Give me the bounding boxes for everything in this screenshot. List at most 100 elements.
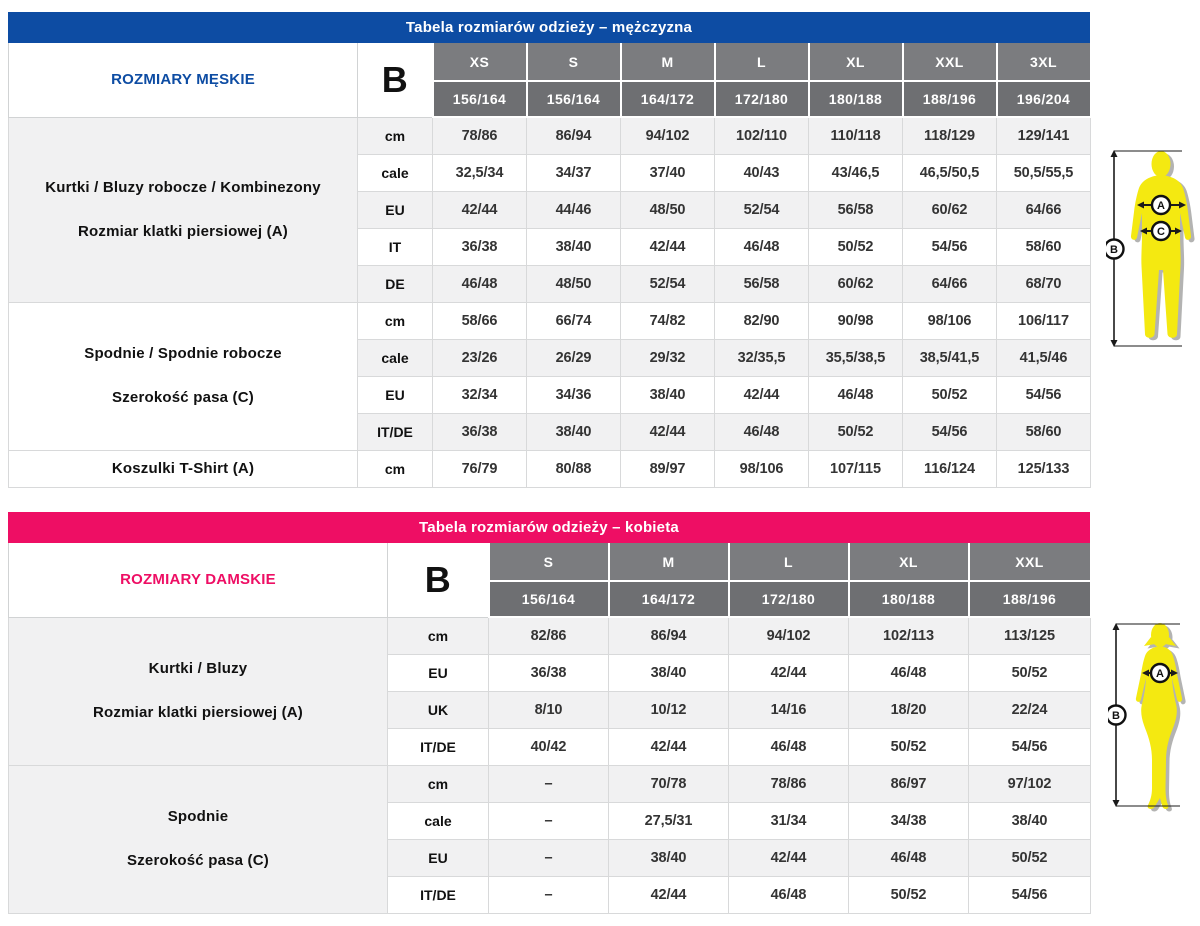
size-value: 86/94 — [526, 116, 621, 155]
table-row: DE 46/48 48/50 52/54 56/58 60/62 64/66 68/70 — [9, 264, 1091, 303]
size-value: 46/48 — [432, 264, 527, 303]
size-value: – — [488, 875, 609, 914]
size-value: 102/113 — [848, 616, 969, 655]
svg-text:A: A — [1157, 200, 1165, 212]
male-height-label-badge: B — [1106, 238, 1125, 260]
women-table-grid: ROZMIARY DAMSKIE B S M L XL XXL 156/164 164/172 1… — [8, 543, 1092, 914]
size-value: 82/90 — [714, 301, 809, 340]
size-value: 46/48 — [714, 412, 809, 451]
size-value: 107/115 — [808, 449, 903, 488]
size-value: 98/106 — [714, 449, 809, 488]
size-value: 64/66 — [902, 264, 997, 303]
women-group-label-1-line2: Szerokość pasa (C) — [127, 852, 269, 869]
size-value: 46/48 — [808, 375, 903, 414]
size-value: 42/44 — [608, 727, 729, 766]
size-value: – — [488, 764, 609, 803]
size-value: 56/58 — [714, 264, 809, 303]
size-value: 27,5/31 — [608, 801, 729, 840]
women-side-label: ROZMIARY DAMSKIE — [8, 543, 388, 618]
women-height-header: 156/164 — [487, 580, 610, 618]
size-value: 48/50 — [620, 190, 715, 229]
size-value: 37/40 — [620, 153, 715, 192]
men-height-header: 164/172 — [619, 80, 716, 118]
size-value: 29/32 — [620, 338, 715, 377]
men-size-header: S — [525, 43, 622, 82]
size-value: 64/66 — [996, 190, 1091, 229]
unit-label: cale — [387, 801, 489, 840]
men-size-header: M — [619, 43, 716, 82]
size-value: 23/26 — [432, 338, 527, 377]
size-value: 46,5/50,5 — [902, 153, 997, 192]
size-value: 42/44 — [620, 412, 715, 451]
men-b-column-label: B — [357, 43, 433, 118]
unit-label: IT/DE — [387, 727, 489, 766]
men-height-header: 196/204 — [995, 80, 1092, 118]
size-value: 36/38 — [432, 227, 527, 266]
men-height-header: 188/196 — [901, 80, 998, 118]
men-size-header: XL — [807, 43, 904, 82]
size-value: 54/56 — [996, 375, 1091, 414]
men-group-label-2: Koszulki T-Shirt (A) — [8, 449, 358, 488]
men-height-header: 156/164 — [525, 80, 622, 118]
size-value: 42/44 — [608, 875, 729, 914]
size-value: 56/58 — [808, 190, 903, 229]
size-value: 66/74 — [526, 301, 621, 340]
size-value: 76/79 — [432, 449, 527, 488]
unit-label: EU — [387, 838, 489, 877]
female-chest-label-badge: A — [1149, 662, 1171, 684]
size-value: 34/38 — [848, 801, 969, 840]
women-table-title: Tabela rozmiarów odzieży – kobieta — [8, 512, 1090, 543]
table-row: cale 23/26 26/29 29/32 32/35,5 35,5/38,5 38,5/… — [9, 338, 1091, 377]
table-row: Spodnie / Spodnie robocze Szerokość pasa … — [8, 301, 1091, 451]
men-height-header: 156/164 — [431, 80, 528, 118]
size-value: 38/40 — [608, 653, 729, 692]
women-size-header: L — [727, 543, 850, 582]
size-value: 80/88 — [526, 449, 621, 488]
women-height-header: 180/188 — [847, 580, 970, 618]
men-size-header: XXL — [901, 43, 998, 82]
size-value: 58/60 — [996, 227, 1091, 266]
men-size-header: L — [713, 43, 810, 82]
unit-label: IT/DE — [387, 875, 489, 914]
size-value: 32/34 — [432, 375, 527, 414]
men-height-header: 180/188 — [807, 80, 904, 118]
size-value: 38/40 — [526, 227, 621, 266]
women-height-header: 172/180 — [727, 580, 850, 618]
size-value: 54/56 — [968, 727, 1091, 766]
women-height-header: 188/196 — [967, 580, 1092, 618]
unit-label: IT — [357, 227, 433, 266]
size-value: 50/52 — [968, 838, 1091, 877]
size-value: 26/29 — [526, 338, 621, 377]
male-figure-icon: A C B — [1106, 150, 1195, 347]
women-size-header: XXL — [967, 543, 1092, 582]
table-row: cale –27,5/31 31/34 34/38 38/40 — [9, 801, 1091, 840]
size-value: 50/52 — [968, 653, 1091, 692]
male-chest-label-badge: A — [1150, 194, 1172, 216]
size-value: 86/94 — [608, 616, 729, 655]
women-group-label-0-line2: Rozmiar klatki piersiowej (A) — [92, 704, 304, 721]
men-size-header: 3XL — [995, 43, 1092, 82]
size-value: – — [488, 801, 609, 840]
unit-label: cm — [387, 764, 489, 803]
size-value: 34/37 — [526, 153, 621, 192]
svg-text:C: C — [1157, 226, 1165, 238]
size-value: 113/125 — [968, 616, 1091, 655]
size-value: 50/52 — [808, 227, 903, 266]
size-value: 36/38 — [432, 412, 527, 451]
men-group-label-1: Spodnie / Spodnie robocze Szerokość pasa … — [8, 301, 358, 451]
women-size-table: Tabela rozmiarów odzieży – kobieta ROZMI… — [8, 512, 1092, 914]
size-value: 36/38 — [488, 653, 609, 692]
men-side-label: ROZMIARY MĘSKIE — [8, 43, 358, 118]
men-height-header: 172/180 — [713, 80, 810, 118]
size-value: 14/16 — [728, 690, 849, 729]
table-row: EU 42/44 44/46 48/50 52/54 56/58 60/62 64/66 — [9, 190, 1091, 229]
svg-text:A: A — [1156, 668, 1164, 680]
men-group-label-1-line1: Spodnie / Spodnie robocze — [84, 345, 282, 362]
size-value: 42/44 — [620, 227, 715, 266]
size-value: 42/44 — [714, 375, 809, 414]
size-value: 50/52 — [808, 412, 903, 451]
men-size-header: XS — [431, 43, 528, 82]
unit-label: UK — [387, 690, 489, 729]
size-value: 60/62 — [902, 190, 997, 229]
size-value: 68/70 — [996, 264, 1091, 303]
